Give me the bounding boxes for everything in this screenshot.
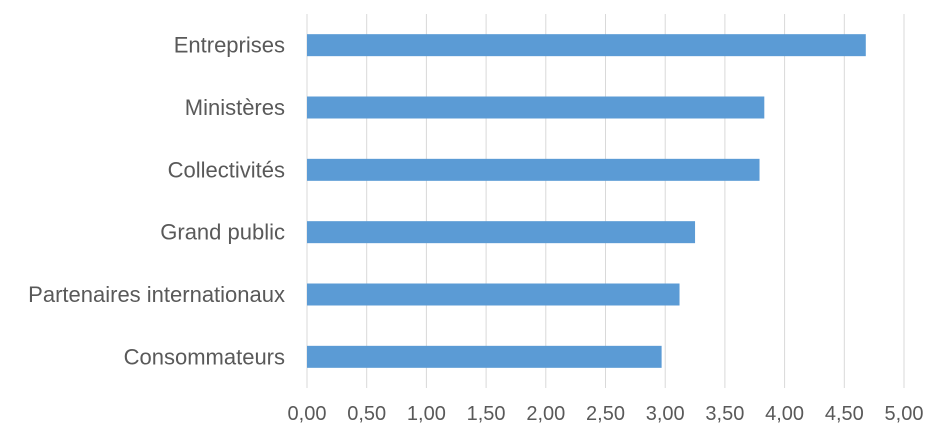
x-tick-label: 0,00	[288, 403, 327, 425]
gridlines	[306, 14, 905, 388]
category-label: Collectivités	[168, 157, 285, 182]
bar	[307, 96, 765, 119]
x-tick-label: 0,50	[347, 403, 386, 425]
category-label: Partenaires internationaux	[28, 282, 285, 307]
category-label: Ministères	[185, 95, 285, 120]
bar	[307, 283, 680, 306]
bar	[307, 34, 866, 57]
x-tick-label: 3,00	[646, 403, 685, 425]
category-labels: Entreprises Ministères Collectivités Grand …	[28, 33, 285, 370]
x-tick-label: 1,50	[467, 403, 506, 425]
x-tick-label: 4,50	[825, 403, 864, 425]
bar	[307, 221, 696, 244]
x-tick-label: 5,00	[885, 403, 924, 425]
x-tick-label: 3,50	[705, 403, 744, 425]
x-tick-label: 1,00	[407, 403, 446, 425]
x-tick-label: 2,50	[586, 403, 625, 425]
bars	[307, 34, 866, 368]
bar	[307, 345, 662, 368]
x-axis-tick-labels: 0,00 0,50 1,00 1,50 2,00 2,50 3,00 3,50 4,00 4,50…	[288, 403, 924, 425]
bar	[307, 158, 760, 181]
category-label: Entreprises	[174, 33, 285, 58]
category-label: Consommateurs	[124, 344, 285, 369]
x-tick-label: 2,00	[526, 403, 565, 425]
category-label: Grand public	[160, 220, 285, 245]
x-tick-label: 4,00	[765, 403, 804, 425]
